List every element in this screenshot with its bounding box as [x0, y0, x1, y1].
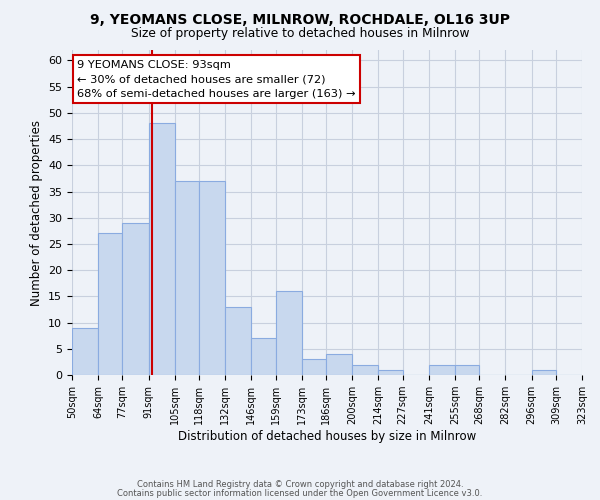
- Bar: [302, 360, 326, 375]
- Text: 9 YEOMANS CLOSE: 93sqm
← 30% of detached houses are smaller (72)
68% of semi-det: 9 YEOMANS CLOSE: 93sqm ← 30% of detached…: [77, 60, 356, 98]
- Text: Contains HM Land Registry data © Crown copyright and database right 2024.: Contains HM Land Registry data © Crown c…: [137, 480, 463, 489]
- Y-axis label: Number of detached properties: Number of detached properties: [29, 120, 43, 306]
- Bar: [175, 181, 199, 375]
- Text: 9, YEOMANS CLOSE, MILNROW, ROCHDALE, OL16 3UP: 9, YEOMANS CLOSE, MILNROW, ROCHDALE, OL1…: [90, 12, 510, 26]
- Text: Size of property relative to detached houses in Milnrow: Size of property relative to detached ho…: [131, 28, 469, 40]
- Text: Contains public sector information licensed under the Open Government Licence v3: Contains public sector information licen…: [118, 489, 482, 498]
- Bar: [225, 307, 251, 375]
- Bar: [251, 338, 275, 375]
- Bar: [98, 234, 122, 375]
- Bar: [352, 364, 379, 375]
- Bar: [455, 364, 479, 375]
- Bar: [199, 181, 225, 375]
- X-axis label: Distribution of detached houses by size in Milnrow: Distribution of detached houses by size …: [178, 430, 476, 443]
- Bar: [122, 223, 149, 375]
- Bar: [326, 354, 352, 375]
- Bar: [532, 370, 556, 375]
- Bar: [429, 364, 455, 375]
- Bar: [275, 291, 302, 375]
- Bar: [72, 328, 98, 375]
- Bar: [379, 370, 403, 375]
- Bar: [149, 124, 175, 375]
